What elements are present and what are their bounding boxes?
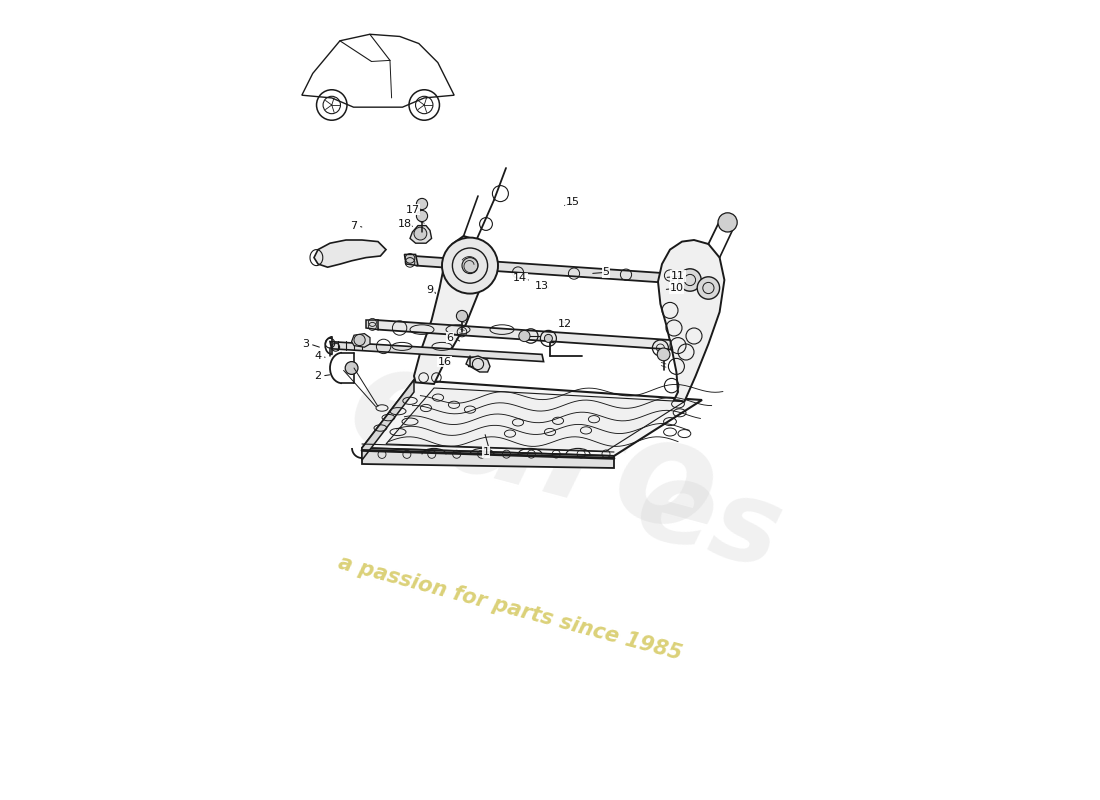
Polygon shape — [704, 284, 714, 296]
Text: 7: 7 — [351, 221, 358, 230]
Text: 15: 15 — [565, 197, 580, 206]
Polygon shape — [414, 256, 708, 286]
Text: 3: 3 — [302, 339, 309, 349]
Text: 13: 13 — [535, 281, 549, 290]
Text: 5: 5 — [603, 267, 609, 277]
Polygon shape — [301, 34, 454, 107]
Text: 2: 2 — [315, 371, 321, 381]
Text: 6: 6 — [447, 333, 453, 342]
Text: a passion for parts since 1985: a passion for parts since 1985 — [336, 553, 684, 663]
Text: 10: 10 — [670, 283, 683, 293]
Text: 14: 14 — [513, 274, 527, 283]
Text: 18: 18 — [397, 219, 411, 229]
Polygon shape — [362, 380, 414, 460]
Text: 16: 16 — [438, 357, 451, 366]
Polygon shape — [362, 380, 702, 456]
Circle shape — [544, 334, 552, 342]
Circle shape — [462, 258, 478, 274]
Circle shape — [657, 348, 670, 361]
Polygon shape — [414, 236, 484, 384]
Circle shape — [414, 227, 427, 240]
Polygon shape — [330, 342, 543, 362]
Polygon shape — [410, 226, 431, 243]
Circle shape — [442, 238, 498, 294]
Circle shape — [417, 198, 428, 210]
Circle shape — [456, 310, 468, 322]
Circle shape — [354, 334, 365, 346]
Circle shape — [697, 277, 719, 299]
Polygon shape — [405, 254, 418, 266]
Text: 9: 9 — [427, 285, 433, 294]
Polygon shape — [352, 334, 370, 347]
Polygon shape — [362, 448, 614, 468]
Circle shape — [519, 330, 530, 342]
Text: 11: 11 — [671, 271, 685, 281]
Circle shape — [345, 362, 358, 374]
Text: 12: 12 — [558, 319, 572, 329]
Polygon shape — [366, 320, 378, 330]
Text: 17: 17 — [405, 205, 419, 214]
Polygon shape — [466, 356, 490, 372]
Text: euro: euro — [334, 331, 734, 565]
Circle shape — [718, 213, 737, 232]
Polygon shape — [658, 240, 725, 402]
Circle shape — [417, 210, 428, 222]
Circle shape — [679, 269, 701, 291]
Text: es: es — [626, 448, 794, 592]
Polygon shape — [314, 240, 386, 267]
Polygon shape — [375, 320, 672, 350]
Polygon shape — [386, 388, 684, 451]
Text: 4: 4 — [315, 351, 321, 361]
Text: 1: 1 — [483, 447, 490, 457]
